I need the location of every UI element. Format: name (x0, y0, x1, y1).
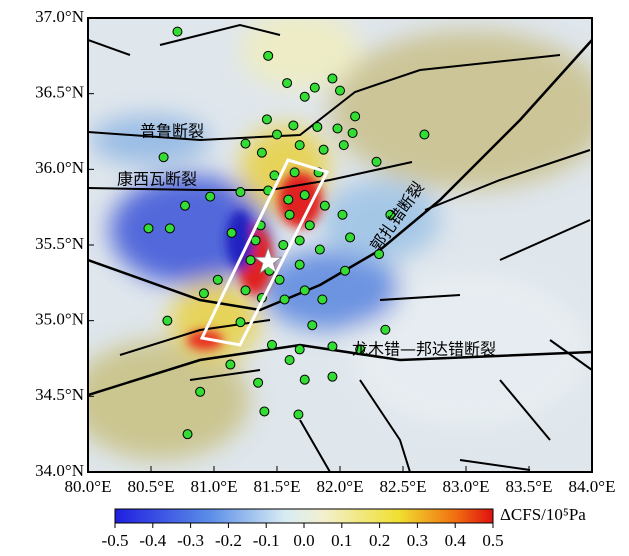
aftershock (381, 325, 390, 334)
aftershock (318, 295, 327, 304)
colorbar-tick-label: 0.1 (331, 531, 352, 550)
aftershock (183, 430, 192, 439)
aftershock (300, 286, 309, 295)
x-tick-label: 83.0°E (443, 477, 490, 496)
fault-label: 龙木错—邦达错断裂 (352, 340, 496, 359)
colorbar-label: ΔCFS/10⁵Pa (500, 505, 586, 524)
aftershock (241, 139, 250, 148)
x-tick-label: 80.5°E (128, 477, 175, 496)
y-tick-label: 37.0°N (35, 7, 84, 26)
aftershock (159, 153, 168, 162)
y-tick-label: 34.5°N (35, 385, 84, 404)
colorbar-tick-label: 0.5 (482, 531, 503, 550)
y-tick-label: 36.0°N (35, 158, 84, 177)
colorbar-tick-label: 0.4 (445, 531, 467, 550)
aftershock (338, 210, 347, 219)
map-figure: 普鲁断裂 康西瓦断裂 郭扎错断裂 龙木错—邦达错断裂 ΔCFS/10⁵Pa 80… (0, 0, 629, 551)
aftershock (319, 145, 328, 154)
aftershock (260, 407, 269, 416)
aftershock (348, 129, 357, 138)
colorbar-tick-label: 0.3 (407, 531, 428, 550)
fault-label: 普鲁断裂 (140, 122, 204, 141)
aftershock (246, 256, 255, 265)
x-tick-label: 82.5°E (380, 477, 427, 496)
colorbar-tick-label: 0.2 (369, 531, 390, 550)
aftershock (226, 360, 235, 369)
aftershock (241, 286, 250, 295)
aftershock (308, 321, 317, 330)
aftershock (251, 236, 260, 245)
aftershock (328, 74, 337, 83)
aftershock (351, 112, 360, 121)
colorbar-tick-label: -0.1 (253, 531, 280, 550)
aftershock (305, 221, 314, 230)
aftershock (313, 122, 322, 131)
aftershock (285, 356, 294, 365)
aftershock (328, 342, 337, 351)
aftershock (290, 168, 299, 177)
aftershock (300, 191, 309, 200)
aftershock (163, 316, 172, 325)
aftershock (267, 340, 276, 349)
aftershock (320, 201, 329, 210)
y-tick-label: 35.0°N (35, 310, 84, 329)
aftershock (295, 236, 304, 245)
aftershock (264, 51, 273, 60)
x-tick-label: 81.5°E (254, 477, 301, 496)
aftershock (420, 130, 429, 139)
x-tick-label: 82.0°E (317, 477, 364, 496)
aftershock (213, 275, 222, 284)
aftershock (341, 266, 350, 275)
aftershock (283, 79, 292, 88)
aftershock (328, 372, 337, 381)
aftershock (273, 130, 282, 139)
aftershock (181, 201, 190, 210)
aftershock (173, 27, 182, 36)
aftershock (339, 141, 348, 150)
aftershock (275, 275, 284, 284)
aftershock (336, 86, 345, 95)
x-tick-label: 83.5°E (506, 477, 553, 496)
aftershock (333, 124, 342, 133)
colorbar (115, 509, 493, 523)
y-tick-label: 34.0°N (35, 461, 84, 480)
aftershock (372, 157, 381, 166)
aftershock (295, 345, 304, 354)
x-tick-label: 84.0°E (569, 477, 616, 496)
aftershock (310, 83, 319, 92)
aftershock (284, 195, 293, 204)
aftershock (257, 148, 266, 157)
aftershock (254, 378, 263, 387)
aftershock (346, 233, 355, 242)
colorbar-tick-label: 0.0 (293, 531, 314, 550)
aftershock (236, 188, 245, 197)
aftershock (227, 228, 236, 237)
aftershock (165, 224, 174, 233)
aftershock (315, 245, 324, 254)
colorbar-tick-label: -0.2 (215, 531, 242, 550)
aftershock (206, 192, 215, 201)
aftershock (280, 295, 289, 304)
aftershock (289, 121, 298, 130)
x-tick-label: 81.0°E (191, 477, 238, 496)
colorbar-tick-label: -0.5 (102, 531, 129, 550)
aftershock (295, 260, 304, 269)
aftershock (300, 92, 309, 101)
colorbar-tick-label: -0.3 (177, 531, 204, 550)
aftershock (295, 141, 304, 150)
fault-label: 康西瓦断裂 (117, 170, 197, 189)
colorbar-tick-label: -0.4 (139, 531, 166, 550)
y-tick-label: 35.5°N (35, 234, 84, 253)
aftershock (262, 115, 271, 124)
aftershock (285, 210, 294, 219)
aftershock (294, 410, 303, 419)
aftershock (199, 289, 208, 298)
aftershock (279, 241, 288, 250)
aftershock (300, 375, 309, 384)
aftershock (196, 387, 205, 396)
aftershock (144, 224, 153, 233)
aftershock (236, 318, 245, 327)
map-background (70, 10, 610, 472)
y-tick-label: 36.5°N (35, 83, 84, 102)
